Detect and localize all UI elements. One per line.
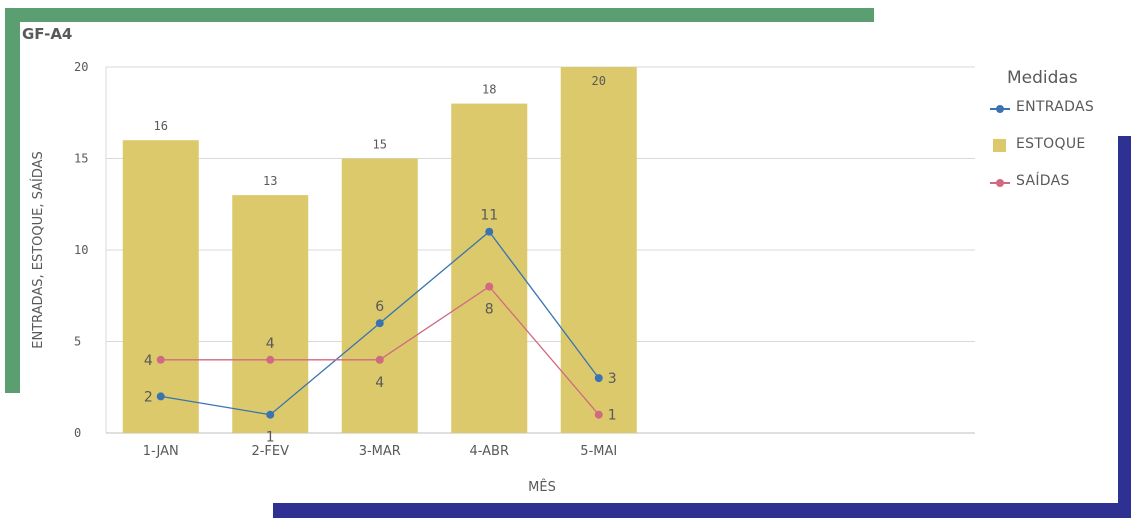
x-axis-categories: 1-JAN 2-FEV 3-MAR 4-ABR 5-MAI	[143, 444, 617, 459]
point-entradas	[156, 392, 165, 401]
bar-estoque	[232, 195, 309, 433]
point-saidas	[156, 355, 165, 364]
point-label-saidas: 4	[266, 336, 275, 352]
bar-estoque	[560, 67, 637, 433]
y-tick-label: 5	[74, 335, 81, 349]
point-saidas	[594, 410, 603, 419]
legend-label-saidas: SAÍDAS	[1016, 173, 1070, 189]
bar-labels: 16 13 15 18 20	[154, 74, 606, 188]
decor-navy-bottom-bar	[273, 503, 1131, 518]
y-axis-ticks: 0 5 10 15 20	[74, 60, 88, 440]
bar-value-label: 16	[154, 119, 168, 133]
bar-estoque	[122, 140, 199, 433]
bar-value-label: 13	[263, 174, 277, 188]
x-category-label: 4-ABR	[469, 444, 509, 459]
legend-item-entradas[interactable]: ENTRADAS	[990, 97, 1094, 134]
legend: Medidas ENTRADAS ESTOQUE SAÍDAS	[990, 68, 1094, 208]
chart-title: GF-A4	[22, 25, 73, 43]
legend-square-marker	[993, 139, 1006, 152]
x-axis-title: MÊS	[528, 479, 556, 495]
decor-green-left-bar	[5, 8, 20, 393]
point-entradas	[594, 374, 603, 383]
y-axis-title: ENTRADAS, ESTOQUE, SAÍDAS	[30, 151, 46, 348]
y-tick-label: 20	[74, 60, 88, 74]
bar-value-label: 18	[482, 83, 496, 97]
decor-green-top-bar	[5, 8, 874, 22]
point-label-entradas: 1	[266, 430, 275, 446]
y-tick-label: 0	[74, 426, 81, 440]
legend-dot-marker	[996, 179, 1004, 187]
point-entradas	[266, 410, 275, 419]
bars-estoque	[122, 67, 637, 433]
point-label-entradas: 6	[375, 299, 384, 315]
legend-label-entradas: ENTRADAS	[1016, 99, 1095, 115]
decor-navy-right-bar	[1118, 136, 1131, 518]
y-tick-label: 15	[74, 152, 88, 166]
bar-value-label: 15	[373, 138, 387, 152]
point-label-saidas: 4	[375, 375, 384, 391]
legend-item-estoque[interactable]: ESTOQUE	[990, 134, 1085, 171]
point-labels: 2 4 1 4 6 4 11 8 3 1	[144, 208, 617, 446]
bar-estoque	[341, 158, 418, 433]
point-label-entradas: 2	[144, 389, 153, 405]
point-label-saidas: 4	[144, 353, 153, 369]
legend-label-estoque: ESTOQUE	[1016, 136, 1086, 152]
legend-item-saidas[interactable]: SAÍDAS	[990, 171, 1078, 208]
point-saidas	[485, 282, 494, 291]
bar-estoque	[451, 103, 528, 433]
point-label-entradas: 3	[608, 371, 617, 387]
point-saidas	[266, 355, 275, 364]
point-entradas	[485, 227, 494, 236]
legend-title: Medidas	[1007, 68, 1078, 88]
x-category-label: 3-MAR	[359, 444, 401, 459]
point-label-saidas: 8	[485, 302, 494, 318]
series-lines	[156, 227, 603, 419]
point-label-entradas: 11	[480, 208, 498, 224]
x-category-label: 1-JAN	[143, 444, 179, 459]
x-category-label: 2-FEV	[251, 444, 289, 459]
point-label-saidas: 1	[608, 408, 617, 424]
bar-value-label: 20	[592, 74, 606, 88]
legend-dot-marker	[996, 105, 1004, 113]
point-entradas	[375, 319, 384, 328]
y-tick-label: 10	[74, 243, 88, 257]
point-saidas	[375, 355, 384, 364]
x-category-label: 5-MAI	[580, 444, 617, 459]
